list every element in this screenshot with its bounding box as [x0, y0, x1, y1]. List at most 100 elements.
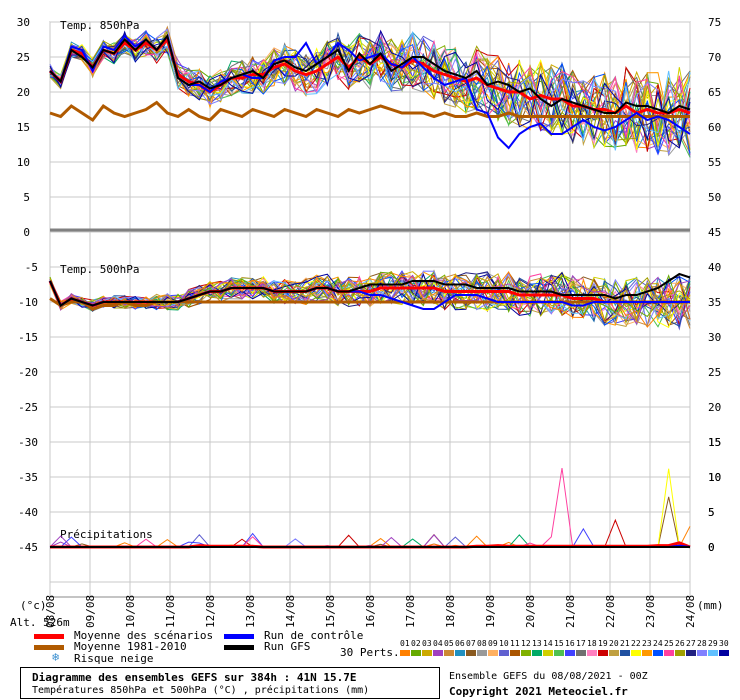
perts-number: 25	[664, 639, 674, 648]
gfs-legend-swatch	[224, 645, 254, 650]
date-tick-label: 09/08	[84, 595, 97, 628]
date-tick-label: 24/08	[684, 595, 697, 628]
footer-box	[20, 667, 440, 699]
perts-number: 27	[686, 639, 696, 648]
perts-number: 30	[719, 639, 729, 648]
left-tick-label: -45	[18, 541, 38, 554]
right-tick-label: 35	[708, 296, 721, 309]
perts-number: 26	[675, 639, 685, 648]
altitude-label: Alt. 526m	[10, 616, 70, 629]
ensemble-member-850-line	[49, 29, 691, 149]
perts-color-swatch	[521, 650, 531, 656]
perts-number: 07	[466, 639, 476, 648]
perts-color-swatch	[620, 650, 630, 656]
perts-color-swatch	[422, 650, 432, 656]
panel-title-850: Temp. 850hPa	[60, 19, 139, 32]
perts-color-swatch	[466, 650, 476, 656]
perts-color-swatch	[488, 650, 498, 656]
left-tick-label: 5	[23, 191, 30, 204]
perts-color-swatch	[543, 650, 553, 656]
control-legend-label: Run de contrôle	[264, 629, 364, 642]
date-tick-label: 12/08	[204, 595, 217, 628]
perts-color-swatch	[499, 650, 509, 656]
right-tick-label: 60	[708, 121, 721, 134]
perts-number: 02	[411, 639, 421, 648]
left-tick-label: 15	[17, 121, 30, 134]
right-tick-label: 40	[708, 261, 721, 274]
right-tick-label: 70	[708, 51, 721, 64]
perts-legend-label: 30 Perts.	[340, 646, 400, 659]
perts-number: 16	[565, 639, 575, 648]
perts-number: 24	[653, 639, 663, 648]
date-tick-label: 13/08	[244, 595, 257, 628]
perts-number: 01	[400, 639, 410, 648]
left-tick-label: 20	[17, 86, 30, 99]
climate-legend-swatch	[34, 645, 64, 650]
perts-number: 14	[543, 639, 553, 648]
perts-color-swatch	[686, 650, 696, 656]
right-tick-label: 50	[708, 191, 721, 204]
left-tick-label: 25	[17, 51, 30, 64]
run-info: Ensemble GEFS du 08/08/2021 - 00Z	[449, 671, 648, 682]
ensemble-member-850-line	[49, 28, 691, 155]
perts-color-swatch	[565, 650, 575, 656]
right-tick-label: 10	[708, 471, 721, 484]
ensemble-member-850-line	[49, 32, 691, 158]
perts-color-swatch	[433, 650, 443, 656]
perts-number: 08	[477, 639, 487, 648]
perts-number: 04	[433, 639, 443, 648]
perts-color-swatch	[708, 650, 718, 656]
right-unit-label: (mm)	[697, 599, 724, 612]
perts-number: 03	[422, 639, 432, 648]
left-tick-label: -40	[18, 506, 38, 519]
ensemble-member-850-line	[49, 32, 691, 148]
perts-color-swatch	[697, 650, 707, 656]
ensemble-member-850-line	[49, 31, 691, 147]
left-tick-label: -25	[18, 401, 38, 414]
left-tick-label: -20	[18, 366, 38, 379]
perts-number: 28	[697, 639, 707, 648]
right-tick-label: 0	[708, 541, 715, 554]
panel-title-precip: Précipitations	[60, 528, 153, 541]
footer-title: Diagramme des ensembles GEFS sur 384h : …	[32, 671, 357, 684]
right-tick-label: 30	[708, 331, 721, 344]
date-tick-label: 16/08	[364, 595, 377, 628]
date-tick-label: 23/08	[644, 595, 657, 628]
left-unit-label: (°c)	[20, 599, 47, 612]
perts-color-swatch	[510, 650, 520, 656]
date-tick-label: 08/08	[44, 595, 57, 628]
copyright: Copyright 2021 Meteociel.fr	[449, 685, 628, 698]
perts-number: 13	[532, 639, 542, 648]
perts-color-swatch	[664, 650, 674, 656]
perts-color-swatch	[411, 650, 421, 656]
date-tick-label: 14/08	[284, 595, 297, 628]
perts-color-swatch	[631, 650, 641, 656]
perts-color-swatch	[400, 650, 410, 656]
perts-number: 12	[521, 639, 531, 648]
mean-legend-label: Moyenne des scénarios	[74, 629, 214, 642]
snow-legend-label: Risque neige	[74, 652, 154, 665]
gfs-legend-label: Run GFS	[264, 640, 311, 653]
perts-number: 05	[444, 639, 454, 648]
perts-number: 22	[631, 639, 641, 648]
left-tick-label: 0	[23, 226, 30, 239]
right-tick-label: 5	[708, 506, 715, 519]
right-tick-label: 10	[708, 471, 721, 484]
panel-title-500: Temp. 500hPa	[60, 263, 139, 276]
right-tick-label: 15	[708, 436, 721, 449]
right-tick-label: 5	[708, 506, 715, 519]
left-tick-label: -5	[25, 261, 38, 274]
right-tick-label: 55	[708, 156, 721, 169]
left-tick-label: -10	[18, 296, 38, 309]
series-850-gfs-line	[49, 33, 691, 115]
right-tick-label: 75	[708, 16, 721, 29]
date-tick-label: 18/08	[444, 595, 457, 628]
perts-number: 10	[499, 639, 509, 648]
perts-number: 17	[576, 639, 586, 648]
perts-number: 09	[488, 639, 498, 648]
perts-number: 21	[620, 639, 630, 648]
perts-color-swatch	[444, 650, 454, 656]
perts-color-swatch	[532, 650, 542, 656]
